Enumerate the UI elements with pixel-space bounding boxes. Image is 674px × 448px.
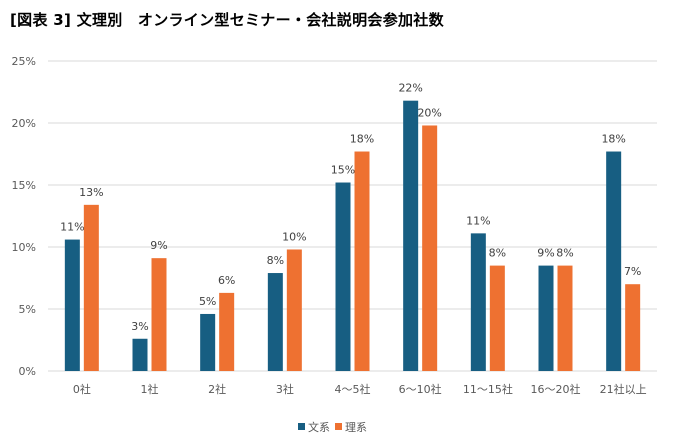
bar-rikei <box>151 258 167 371</box>
data-label: 5% <box>199 295 216 308</box>
data-label: 8% <box>489 247 506 260</box>
data-label: 18% <box>350 133 374 146</box>
bar-bunkei <box>132 338 148 371</box>
data-label: 7% <box>624 265 641 278</box>
data-label: 11% <box>60 221 84 234</box>
bar-bunkei <box>470 233 486 371</box>
bar-rikei <box>489 265 505 371</box>
bar-bunkei <box>267 273 283 371</box>
y-tick-label: 25% <box>12 55 36 68</box>
data-label: 13% <box>79 186 103 199</box>
x-tick-label: 16～20社 <box>531 382 581 396</box>
bar-bunkei <box>200 313 216 371</box>
x-tick-label: 2社 <box>208 382 226 396</box>
bar-bunkei <box>538 265 554 371</box>
bar-bunkei <box>403 100 419 372</box>
x-tick-label: 1社 <box>141 382 159 396</box>
legend-swatch <box>298 423 305 430</box>
data-label: 11% <box>466 214 490 227</box>
y-tick-label: 10% <box>12 241 36 254</box>
y-tick-label: 15% <box>12 179 36 192</box>
data-label: 15% <box>331 164 355 177</box>
bar-rikei <box>625 284 641 371</box>
data-label: 22% <box>398 82 422 95</box>
legend-label: 文系 <box>308 420 330 434</box>
legend-label: 理系 <box>345 421 367 434</box>
x-tick-label: 0社 <box>73 382 91 396</box>
chart-title: [図表 3] 文理別 オンライン型セミナー・会社説明会参加社数 <box>10 11 444 29</box>
bar-bunkei <box>335 182 351 371</box>
data-label: 9% <box>150 239 167 252</box>
data-label: 20% <box>417 106 441 119</box>
x-tick-label: 3社 <box>276 382 294 396</box>
data-label: 18% <box>601 133 625 146</box>
y-tick-label: 0% <box>19 365 36 378</box>
data-label: 6% <box>218 274 235 287</box>
data-label: 10% <box>282 230 306 243</box>
x-tick-label: 21社以上 <box>600 382 647 396</box>
data-label: 8% <box>267 254 284 267</box>
data-label: 9% <box>537 247 554 260</box>
bar-bunkei <box>606 151 622 371</box>
legend-swatch <box>335 423 342 430</box>
y-tick-label: 20% <box>12 117 36 130</box>
x-tick-label: 11～15社 <box>463 382 513 396</box>
bar-rikei <box>422 125 438 371</box>
x-tick-label: 4～5社 <box>335 382 371 396</box>
bar-rikei <box>219 292 235 371</box>
bar-rikei <box>286 249 302 371</box>
bar-bunkei <box>64 239 80 371</box>
bar-rikei <box>83 204 99 371</box>
bar-rikei <box>354 151 370 371</box>
y-tick-label: 5% <box>19 303 36 316</box>
data-label: 3% <box>131 320 148 333</box>
data-label: 8% <box>556 247 573 260</box>
bar-rikei <box>557 265 573 371</box>
x-tick-label: 6～10社 <box>399 382 442 396</box>
